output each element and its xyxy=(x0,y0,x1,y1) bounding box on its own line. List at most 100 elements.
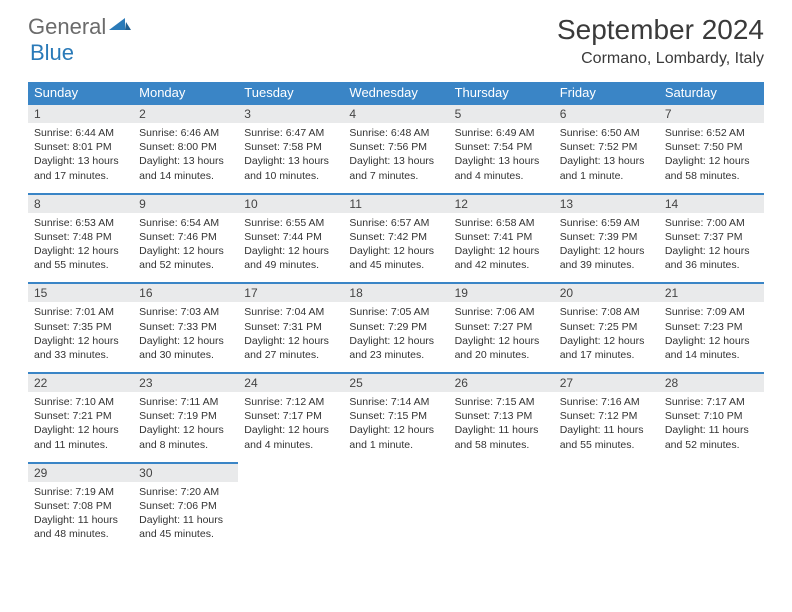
day-details: Sunrise: 6:50 AMSunset: 7:52 PMDaylight:… xyxy=(554,123,659,193)
day-details: Sunrise: 6:54 AMSunset: 7:46 PMDaylight:… xyxy=(133,213,238,283)
sunset-line: Sunset: 7:39 PM xyxy=(560,230,653,244)
sunset-line: Sunset: 7:12 PM xyxy=(560,409,653,423)
day-number: 29 xyxy=(28,462,133,482)
day-details: Sunrise: 7:11 AMSunset: 7:19 PMDaylight:… xyxy=(133,392,238,462)
sunset-line: Sunset: 7:31 PM xyxy=(244,320,337,334)
day-details: Sunrise: 6:55 AMSunset: 7:44 PMDaylight:… xyxy=(238,213,343,283)
sunset-line: Sunset: 7:56 PM xyxy=(349,140,442,154)
sunset-line: Sunset: 7:08 PM xyxy=(34,499,127,513)
day-number: 26 xyxy=(449,372,554,392)
day-number: 1 xyxy=(28,103,133,123)
weekday-header: Monday xyxy=(133,82,238,103)
day-details: Sunrise: 7:06 AMSunset: 7:27 PMDaylight:… xyxy=(449,302,554,372)
day-number: 5 xyxy=(449,103,554,123)
daylight-line: Daylight: 12 hours and 20 minutes. xyxy=(455,334,548,362)
weekday-header: Sunday xyxy=(28,82,133,103)
sunrise-line: Sunrise: 6:57 AM xyxy=(349,216,442,230)
sunrise-line: Sunrise: 6:58 AM xyxy=(455,216,548,230)
sunrise-line: Sunrise: 6:48 AM xyxy=(349,126,442,140)
day-number: 15 xyxy=(28,282,133,302)
weekday-header: Friday xyxy=(554,82,659,103)
daylight-line: Daylight: 12 hours and 27 minutes. xyxy=(244,334,337,362)
sunset-line: Sunset: 7:29 PM xyxy=(349,320,442,334)
sunset-line: Sunset: 7:58 PM xyxy=(244,140,337,154)
sunset-line: Sunset: 7:54 PM xyxy=(455,140,548,154)
title-block: September 2024 Cormano, Lombardy, Italy xyxy=(557,14,764,68)
day-details: Sunrise: 7:15 AMSunset: 7:13 PMDaylight:… xyxy=(449,392,554,462)
sunrise-line: Sunrise: 6:46 AM xyxy=(139,126,232,140)
sunrise-line: Sunrise: 6:55 AM xyxy=(244,216,337,230)
day-number: 14 xyxy=(659,193,764,213)
day-details: Sunrise: 6:53 AMSunset: 7:48 PMDaylight:… xyxy=(28,213,133,283)
sunset-line: Sunset: 7:41 PM xyxy=(455,230,548,244)
day-number: 24 xyxy=(238,372,343,392)
empty-cell xyxy=(659,462,764,482)
sunrise-line: Sunrise: 6:53 AM xyxy=(34,216,127,230)
logo-text-general: General xyxy=(28,14,106,40)
sunrise-line: Sunrise: 6:50 AM xyxy=(560,126,653,140)
location-label: Cormano, Lombardy, Italy xyxy=(557,50,764,68)
sunrise-line: Sunrise: 6:52 AM xyxy=(665,126,758,140)
daylight-line: Daylight: 13 hours and 4 minutes. xyxy=(455,154,548,182)
logo: General xyxy=(28,14,132,40)
daylight-line: Daylight: 11 hours and 58 minutes. xyxy=(455,423,548,451)
day-number: 10 xyxy=(238,193,343,213)
sunrise-line: Sunrise: 7:19 AM xyxy=(34,485,127,499)
sunrise-line: Sunrise: 7:10 AM xyxy=(34,395,127,409)
sunrise-line: Sunrise: 6:47 AM xyxy=(244,126,337,140)
sunset-line: Sunset: 7:21 PM xyxy=(34,409,127,423)
sunset-line: Sunset: 7:44 PM xyxy=(244,230,337,244)
day-number: 11 xyxy=(343,193,448,213)
sunset-line: Sunset: 7:46 PM xyxy=(139,230,232,244)
daylight-line: Daylight: 13 hours and 7 minutes. xyxy=(349,154,442,182)
sunset-line: Sunset: 7:52 PM xyxy=(560,140,653,154)
calendar: SundayMondayTuesdayWednesdayThursdayFrid… xyxy=(28,82,764,551)
empty-cell xyxy=(449,462,554,482)
day-details: Sunrise: 6:52 AMSunset: 7:50 PMDaylight:… xyxy=(659,123,764,193)
sunrise-line: Sunrise: 7:16 AM xyxy=(560,395,653,409)
sunrise-line: Sunrise: 7:20 AM xyxy=(139,485,232,499)
day-number: 8 xyxy=(28,193,133,213)
day-number-row: 891011121314 xyxy=(28,193,764,213)
day-details: Sunrise: 7:10 AMSunset: 7:21 PMDaylight:… xyxy=(28,392,133,462)
day-details: Sunrise: 7:14 AMSunset: 7:15 PMDaylight:… xyxy=(343,392,448,462)
daylight-line: Daylight: 12 hours and 55 minutes. xyxy=(34,244,127,272)
day-number: 12 xyxy=(449,193,554,213)
day-number: 17 xyxy=(238,282,343,302)
daylight-line: Daylight: 12 hours and 49 minutes. xyxy=(244,244,337,272)
sunrise-line: Sunrise: 7:17 AM xyxy=(665,395,758,409)
sunset-line: Sunset: 7:35 PM xyxy=(34,320,127,334)
day-details: Sunrise: 7:00 AMSunset: 7:37 PMDaylight:… xyxy=(659,213,764,283)
weekday-header: Thursday xyxy=(449,82,554,103)
day-number: 7 xyxy=(659,103,764,123)
day-number-row: 15161718192021 xyxy=(28,282,764,302)
sunset-line: Sunset: 7:42 PM xyxy=(349,230,442,244)
sunrise-line: Sunrise: 7:15 AM xyxy=(455,395,548,409)
empty-cell xyxy=(449,482,554,552)
daylight-line: Daylight: 13 hours and 17 minutes. xyxy=(34,154,127,182)
day-details: Sunrise: 6:44 AMSunset: 8:01 PMDaylight:… xyxy=(28,123,133,193)
day-details: Sunrise: 6:57 AMSunset: 7:42 PMDaylight:… xyxy=(343,213,448,283)
sunset-line: Sunset: 7:17 PM xyxy=(244,409,337,423)
sunrise-line: Sunrise: 6:49 AM xyxy=(455,126,548,140)
sunset-line: Sunset: 7:25 PM xyxy=(560,320,653,334)
day-details: Sunrise: 7:16 AMSunset: 7:12 PMDaylight:… xyxy=(554,392,659,462)
day-detail-row: Sunrise: 7:10 AMSunset: 7:21 PM Daylight:… xyxy=(28,392,764,462)
sunrise-line: Sunrise: 7:03 AM xyxy=(139,305,232,319)
daylight-line: Daylight: 12 hours and 1 minute. xyxy=(349,423,442,451)
day-details: Sunrise: 6:59 AMSunset: 7:39 PMDaylight:… xyxy=(554,213,659,283)
daylight-line: Daylight: 12 hours and 30 minutes. xyxy=(139,334,232,362)
sunrise-line: Sunrise: 6:54 AM xyxy=(139,216,232,230)
day-details: Sunrise: 7:04 AMSunset: 7:31 PMDaylight:… xyxy=(238,302,343,372)
daylight-line: Daylight: 12 hours and 17 minutes. xyxy=(560,334,653,362)
sunset-line: Sunset: 7:23 PM xyxy=(665,320,758,334)
month-title: September 2024 xyxy=(557,14,764,46)
sunset-line: Sunset: 7:13 PM xyxy=(455,409,548,423)
day-details: Sunrise: 7:09 AMSunset: 7:23 PMDaylight:… xyxy=(659,302,764,372)
day-details: Sunrise: 7:17 AMSunset: 7:10 PMDaylight:… xyxy=(659,392,764,462)
sunset-line: Sunset: 7:06 PM xyxy=(139,499,232,513)
sunrise-line: Sunrise: 7:06 AM xyxy=(455,305,548,319)
empty-cell xyxy=(554,462,659,482)
sunrise-line: Sunrise: 7:12 AM xyxy=(244,395,337,409)
logo-mark-icon xyxy=(109,16,131,39)
